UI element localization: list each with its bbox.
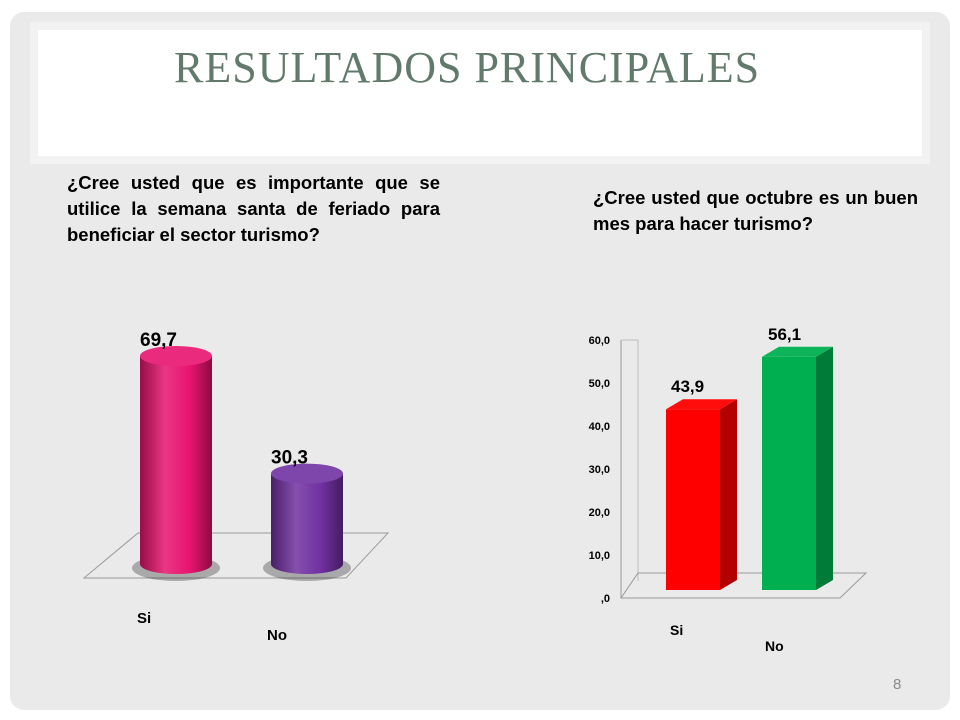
chart1-category-label: No — [267, 627, 287, 644]
title-box: RESULTADOS PRINCIPALES — [30, 22, 930, 164]
chart2-bar-top — [666, 399, 737, 410]
chart1-data-label: 69,7 — [140, 330, 177, 351]
chart2-tick-label: 30,0 — [589, 464, 610, 476]
chart2-data-label: 43,9 — [671, 377, 704, 396]
chart2-category-label: No — [765, 638, 784, 654]
chart1-bar-top — [271, 463, 343, 484]
chart2-bar-top — [762, 346, 833, 357]
chart1-category-label: Si — [137, 610, 151, 627]
chart2-bar-si — [666, 409, 720, 590]
chart2-bar-no — [762, 356, 816, 590]
chart2-bar-side — [720, 399, 737, 590]
question-2: ¿Cree usted que octubre es un buen mes p… — [593, 187, 918, 234]
chart2-tick-label: 50,0 — [589, 378, 610, 390]
question-1: ¿Cree usted que es importante que se uti… — [67, 172, 440, 245]
chart1-bar-top — [140, 346, 212, 366]
chart2-tick-label: 60,0 — [589, 335, 610, 347]
chart2-category-label: Si — [670, 622, 683, 638]
chart1-bar-no — [271, 473, 343, 574]
chart2-tick-label: ,0 — [601, 593, 610, 605]
slide-title: RESULTADOS PRINCIPALES — [174, 43, 761, 92]
page-number: 8 — [893, 676, 902, 693]
chart2-floor — [620, 572, 868, 599]
chart2-bar-side — [816, 346, 833, 590]
chart2-tick-label: 20,0 — [589, 507, 610, 519]
chart2-data-label: 56,1 — [768, 325, 801, 344]
chart1-data-label: 30,3 — [271, 448, 308, 469]
chart2-tick-label: 10,0 — [589, 550, 610, 562]
chart1-floor — [82, 532, 390, 579]
chart2-tick-label: 40,0 — [589, 421, 610, 433]
chart1-bar-si — [140, 356, 212, 574]
